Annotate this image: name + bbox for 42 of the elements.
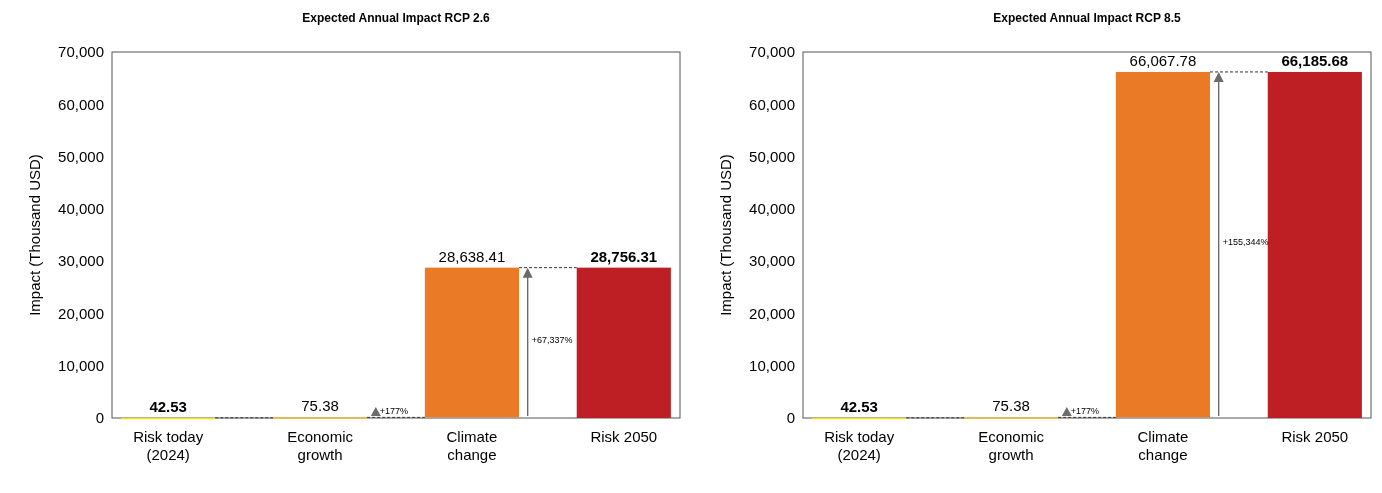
- data-label: 75.38: [992, 397, 1030, 415]
- x-tick-label: Risk today (2024): [824, 428, 895, 463]
- x-tick-label: Risk 2050: [1281, 428, 1349, 445]
- bar: [1267, 71, 1362, 418]
- y-axis-title: Impact (Thousand USD): [26, 154, 43, 316]
- x-tick-label: Climate change: [1137, 428, 1189, 463]
- data-label: 75.38: [301, 397, 339, 415]
- y-tick-label: 10,000: [58, 356, 104, 374]
- bar: [576, 267, 671, 418]
- data-label: 66,185.68: [1281, 51, 1349, 69]
- y-tick-label: 20,000: [749, 304, 795, 322]
- x-tick-label: Economic growth: [978, 428, 1045, 463]
- x-tick-label: Economic growth: [287, 428, 354, 463]
- annotation: +177%: [1070, 406, 1100, 416]
- y-tick-label: 30,000: [749, 252, 795, 270]
- y-tick-label: 40,000: [749, 200, 795, 218]
- y-tick-label: 70,000: [58, 43, 104, 61]
- annotation: +67,337%: [531, 334, 573, 345]
- y-tick-label: 0: [95, 409, 104, 427]
- y-tick-label: 30,000: [58, 252, 104, 270]
- chart-title: Expected Annual Impact RCP 8.5: [993, 11, 1182, 25]
- y-axis-title: Impact (Thousand USD): [717, 154, 734, 316]
- x-tick-label: Climate change: [446, 428, 498, 463]
- y-tick-label: 20,000: [58, 304, 104, 322]
- y-tick-label: 40,000: [58, 200, 104, 218]
- annotation: +155,344%: [1222, 236, 1269, 247]
- x-tick-label: Risk today (2024): [133, 428, 204, 463]
- data-label: 28,638.41: [438, 247, 506, 265]
- y-tick-label: 70,000: [749, 43, 795, 61]
- y-tick-label: 50,000: [58, 147, 104, 165]
- data-label: 28,756.31: [590, 247, 658, 265]
- y-tick-label: 10,000: [749, 356, 795, 374]
- y-tick-label: 0: [786, 409, 795, 427]
- y-tick-label: 60,000: [58, 95, 104, 113]
- data-label: 66,067.78: [1129, 51, 1197, 69]
- x-tick-label: Risk 2050: [590, 428, 658, 445]
- data-label: 42.53: [840, 397, 878, 415]
- annotation: +177%: [379, 406, 409, 416]
- chart-title: Expected Annual Impact RCP 2.6: [302, 11, 491, 25]
- data-label: 42.53: [149, 397, 187, 415]
- y-tick-label: 60,000: [749, 95, 795, 113]
- y-tick-label: 50,000: [749, 147, 795, 165]
